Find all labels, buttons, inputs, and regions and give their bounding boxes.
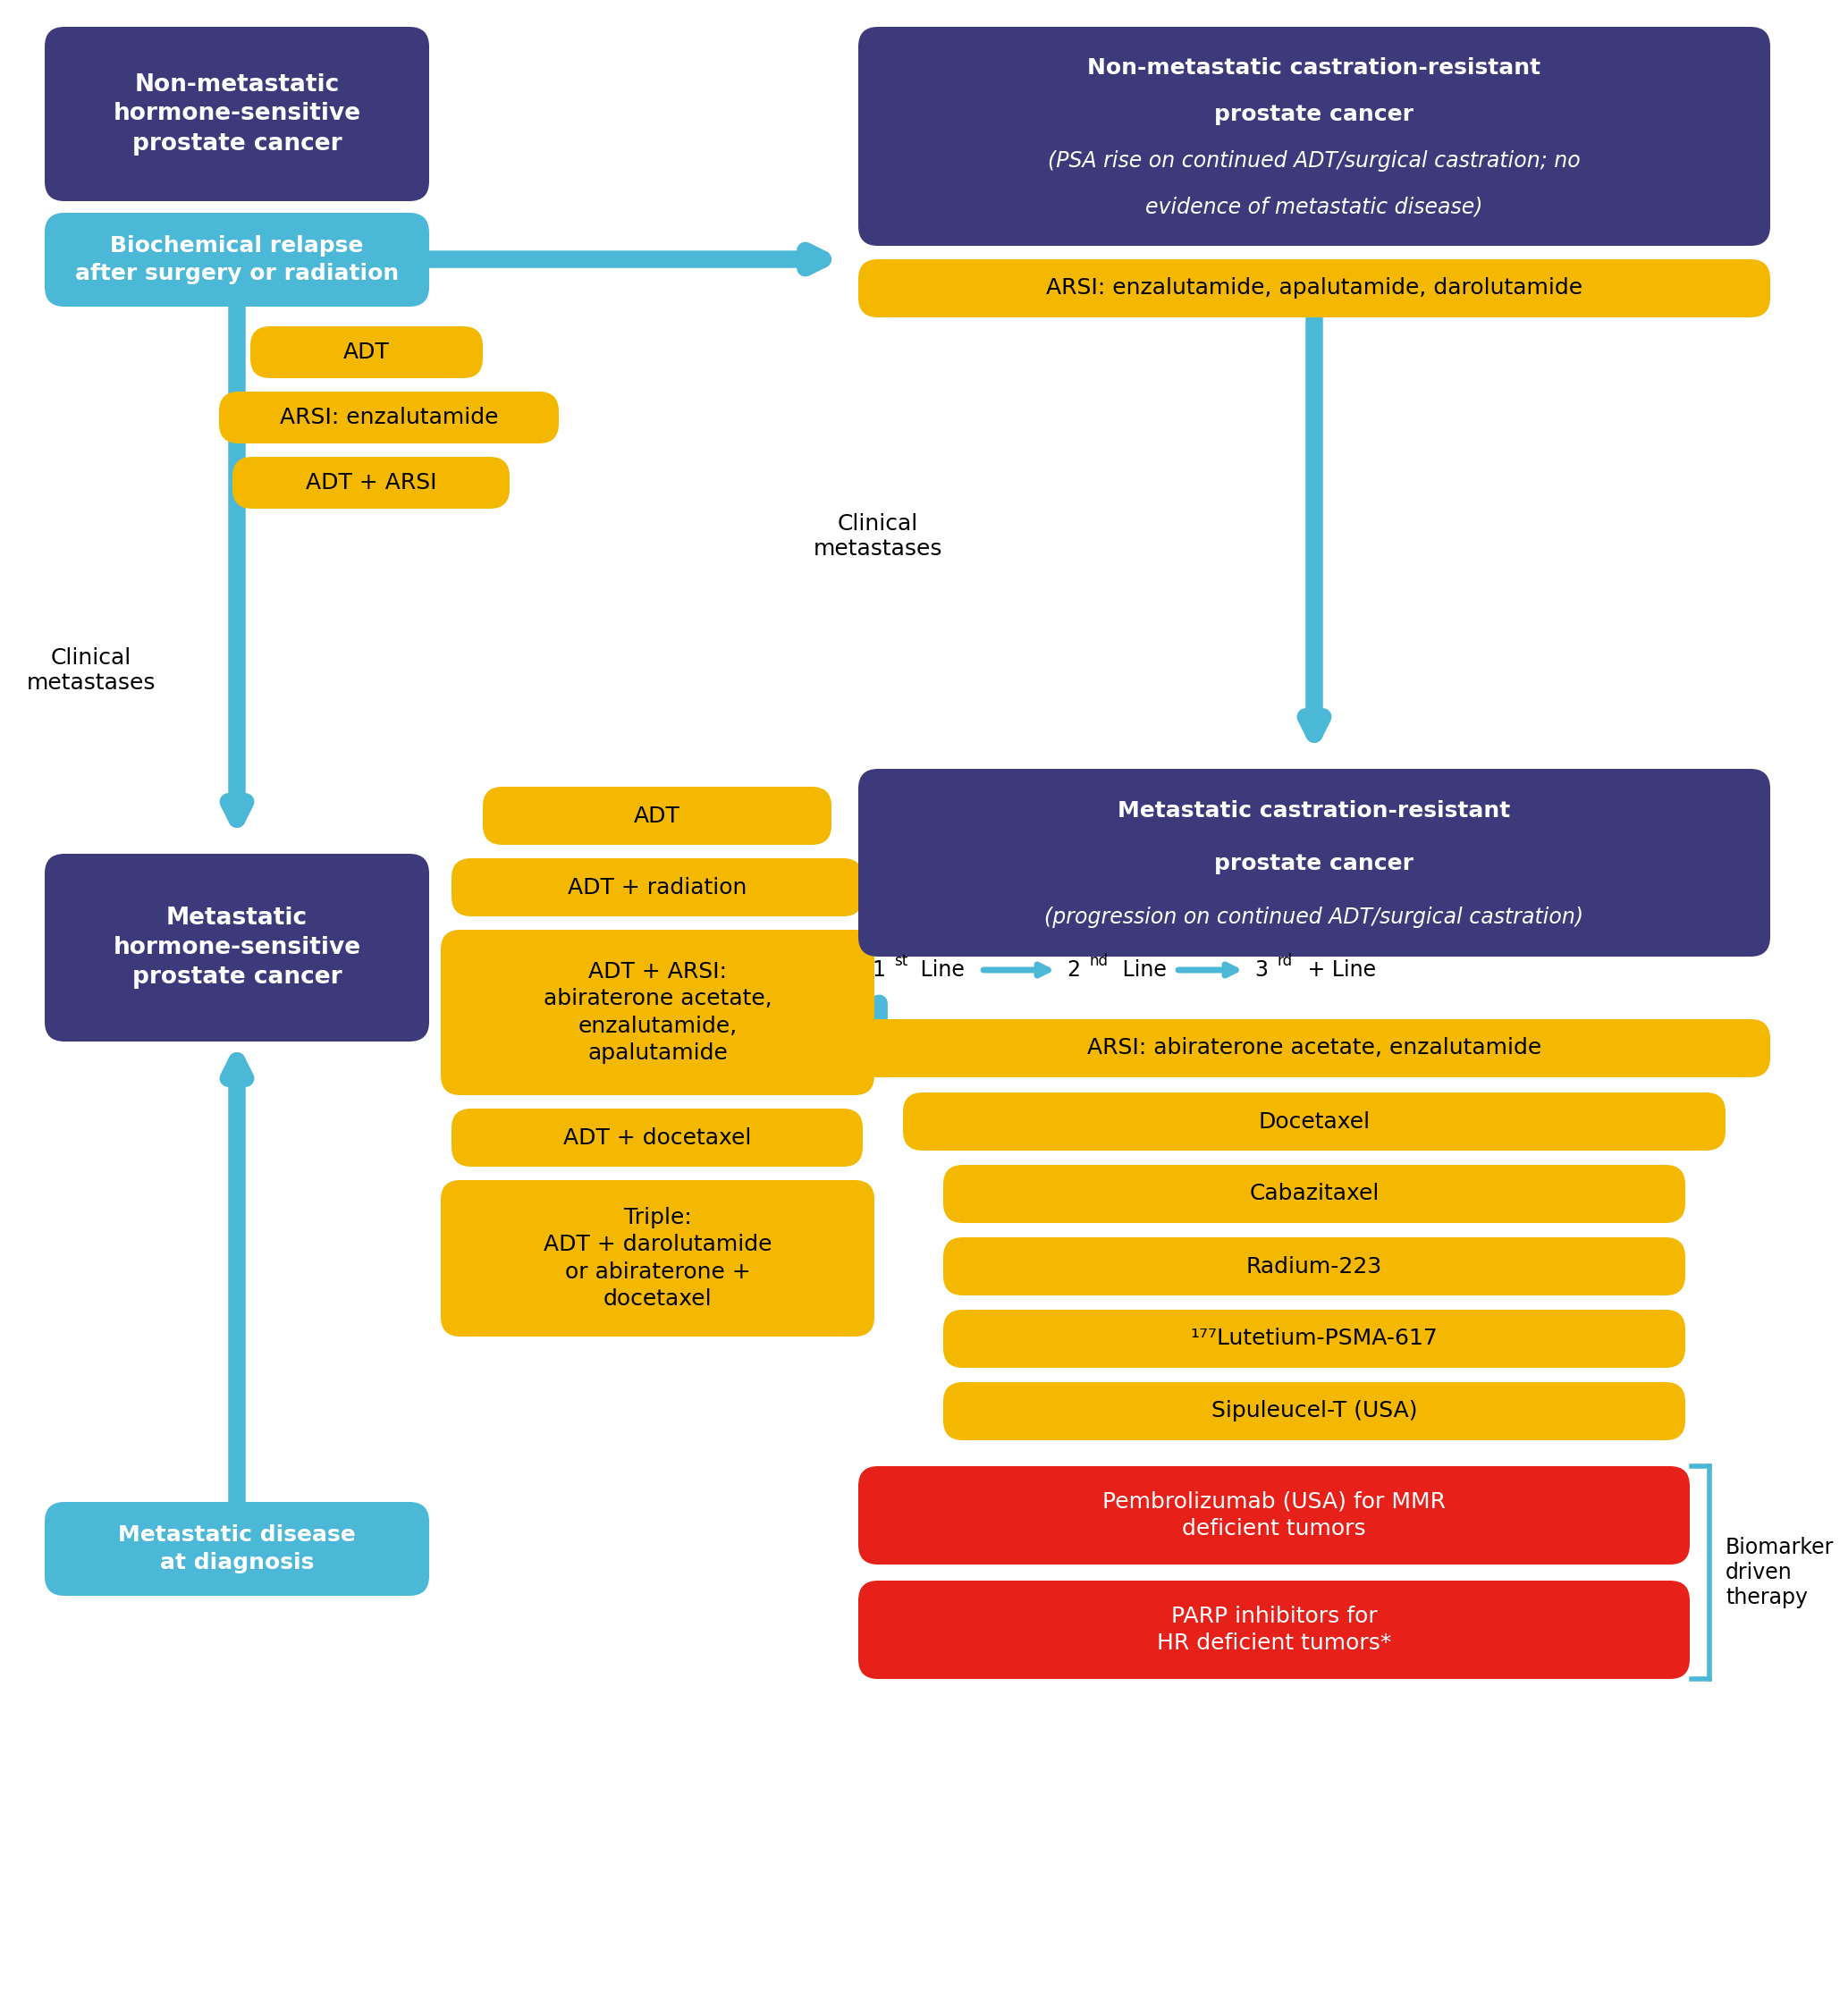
- Text: 2: 2: [1066, 960, 1079, 982]
- FancyBboxPatch shape: [451, 1109, 863, 1167]
- Text: ¹⁷⁷Lutetium-PSMA-617: ¹⁷⁷Lutetium-PSMA-617: [1190, 1327, 1438, 1349]
- FancyBboxPatch shape: [857, 770, 1770, 958]
- FancyBboxPatch shape: [249, 326, 482, 378]
- FancyBboxPatch shape: [44, 854, 429, 1041]
- FancyBboxPatch shape: [442, 1179, 874, 1337]
- Text: st: st: [894, 954, 907, 970]
- Text: + Line: + Line: [1301, 960, 1377, 982]
- Text: 3: 3: [1255, 960, 1268, 982]
- Text: Metastatic castration-resistant: Metastatic castration-resistant: [1118, 800, 1510, 822]
- Text: prostate cancer: prostate cancer: [1214, 854, 1414, 874]
- FancyBboxPatch shape: [44, 1501, 429, 1595]
- Text: Line: Line: [913, 960, 965, 982]
- Text: ADT + docetaxel: ADT + docetaxel: [564, 1127, 750, 1147]
- FancyBboxPatch shape: [233, 458, 510, 508]
- FancyBboxPatch shape: [857, 1581, 1689, 1679]
- Text: Metastatic disease
at diagnosis: Metastatic disease at diagnosis: [118, 1525, 355, 1573]
- Text: Line: Line: [1116, 960, 1166, 982]
- FancyBboxPatch shape: [942, 1381, 1685, 1439]
- Text: Radium-223: Radium-223: [1246, 1255, 1382, 1277]
- Text: ADT + ARSI:
abiraterone acetate,
enzalutamide,
apalutamide: ADT + ARSI: abiraterone acetate, enzalut…: [543, 962, 772, 1063]
- Text: Sipuleucel-T (USA): Sipuleucel-T (USA): [1210, 1401, 1417, 1421]
- Text: Clinical
metastases: Clinical metastases: [813, 514, 942, 560]
- Text: (PSA rise on continued ADT/surgical castration; no: (PSA rise on continued ADT/surgical cast…: [1048, 150, 1580, 172]
- Text: Metastatic
hormone-sensitive
prostate cancer: Metastatic hormone-sensitive prostate ca…: [113, 906, 360, 990]
- Text: Non-metastatic castration-resistant: Non-metastatic castration-resistant: [1088, 56, 1541, 78]
- Text: Triple:
ADT + darolutamide
or abiraterone +
docetaxel: Triple: ADT + darolutamide or abirateron…: [543, 1207, 772, 1309]
- Text: ADT + ARSI: ADT + ARSI: [305, 472, 436, 494]
- Text: ADT + radiation: ADT + radiation: [567, 878, 747, 898]
- Text: (progression on continued ADT/surgical castration): (progression on continued ADT/surgical c…: [1044, 906, 1584, 928]
- Text: Docetaxel: Docetaxel: [1258, 1111, 1369, 1131]
- FancyBboxPatch shape: [857, 26, 1770, 246]
- FancyBboxPatch shape: [942, 1309, 1685, 1367]
- FancyBboxPatch shape: [857, 1465, 1689, 1565]
- FancyBboxPatch shape: [942, 1165, 1685, 1223]
- FancyBboxPatch shape: [857, 260, 1770, 318]
- Text: nd: nd: [1088, 954, 1107, 970]
- Text: ARSI: enzalutamide, apalutamide, darolutamide: ARSI: enzalutamide, apalutamide, darolut…: [1046, 278, 1582, 300]
- FancyBboxPatch shape: [482, 788, 832, 846]
- Text: Cabazitaxel: Cabazitaxel: [1249, 1183, 1379, 1205]
- Text: prostate cancer: prostate cancer: [1214, 104, 1414, 124]
- Text: Biomarker
driven
therapy: Biomarker driven therapy: [1726, 1537, 1833, 1607]
- Text: rd: rd: [1277, 954, 1292, 970]
- Text: 1: 1: [872, 960, 885, 982]
- Text: PARP inhibitors for
HR deficient tumors*: PARP inhibitors for HR deficient tumors*: [1157, 1605, 1392, 1655]
- FancyBboxPatch shape: [44, 212, 429, 306]
- FancyBboxPatch shape: [442, 930, 874, 1095]
- Text: Pembrolizumab (USA) for MMR
deficient tumors: Pembrolizumab (USA) for MMR deficient tu…: [1103, 1491, 1445, 1539]
- Text: ARSI: enzalutamide: ARSI: enzalutamide: [279, 406, 499, 428]
- FancyBboxPatch shape: [220, 392, 558, 444]
- FancyBboxPatch shape: [857, 1019, 1770, 1077]
- FancyBboxPatch shape: [44, 26, 429, 202]
- FancyBboxPatch shape: [942, 1237, 1685, 1295]
- FancyBboxPatch shape: [451, 858, 863, 916]
- Text: ADT: ADT: [344, 342, 390, 364]
- Text: Biochemical relapse
after surgery or radiation: Biochemical relapse after surgery or rad…: [76, 236, 399, 284]
- Text: ARSI: abiraterone acetate, enzalutamide: ARSI: abiraterone acetate, enzalutamide: [1087, 1037, 1541, 1059]
- Text: Clinical
metastases: Clinical metastases: [28, 648, 155, 694]
- Text: Non-metastatic
hormone-sensitive
prostate cancer: Non-metastatic hormone-sensitive prostat…: [113, 72, 360, 156]
- Text: evidence of metastatic disease): evidence of metastatic disease): [1146, 196, 1482, 218]
- FancyBboxPatch shape: [904, 1093, 1726, 1151]
- Text: ADT: ADT: [634, 806, 680, 826]
